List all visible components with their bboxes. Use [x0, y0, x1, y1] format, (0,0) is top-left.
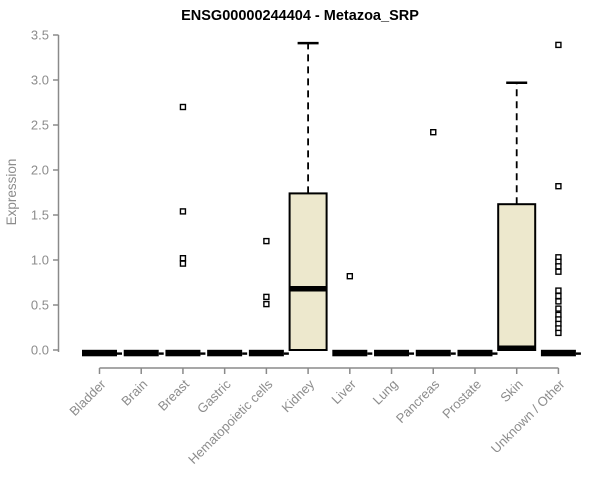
x-tick-label: Lung	[370, 377, 401, 408]
flat-box-nub	[158, 352, 164, 355]
y-tick-label: 1.5	[31, 208, 49, 223]
flat-box	[82, 349, 117, 357]
outlier-point	[555, 182, 562, 190]
y-tick-label: 2.0	[31, 163, 49, 178]
outlier-point	[346, 273, 354, 280]
outlier-point	[263, 237, 270, 245]
flat-box	[415, 349, 451, 357]
flat-box-nub	[367, 352, 373, 355]
x-tick-label: Brain	[118, 377, 150, 409]
y-tick-label: 3.5	[31, 28, 49, 43]
outlier-point	[430, 128, 437, 136]
outlier-point	[555, 287, 562, 294]
flat-box	[540, 349, 576, 357]
x-tick-label: Prostate	[439, 377, 484, 422]
box	[288, 192, 328, 351]
x-tick-label: Skin	[497, 377, 525, 405]
outlier-point	[179, 254, 187, 262]
y-tick-label: 0.5	[31, 298, 49, 313]
x-tick-label: Liver	[328, 376, 359, 407]
outlier-point	[555, 268, 562, 275]
flat-box	[457, 349, 493, 357]
boxes-layer	[82, 41, 581, 357]
y-tick-label: 3.0	[31, 73, 49, 88]
y-tick-label: 2.5	[31, 118, 49, 133]
outlier-point	[179, 103, 187, 111]
x-tick-label: Gastric	[194, 376, 234, 416]
outlier-point	[263, 293, 270, 301]
x-tick-label: Pancreas	[393, 376, 443, 426]
chart-title: ENSG00000244404 - Metazoa_SRP	[181, 8, 419, 24]
flat-box-nub	[409, 352, 415, 355]
outlier-point	[555, 263, 562, 270]
flat-box-nub	[575, 352, 581, 355]
outlier-point	[555, 298, 562, 305]
outlier-point	[555, 41, 562, 49]
outlier-point	[555, 292, 562, 300]
outlier-point	[179, 260, 187, 267]
outlier-point	[179, 208, 187, 215]
flat-box-nub	[242, 352, 248, 355]
flat-box	[332, 349, 368, 357]
outlier-point	[263, 300, 270, 308]
box	[497, 203, 537, 351]
x-tick-label: Bladder	[66, 376, 109, 419]
flat-box-nub	[200, 352, 206, 355]
outlier-point	[555, 329, 562, 337]
flat-box-nub	[450, 352, 456, 355]
y-tick-label: 0.0	[31, 343, 49, 358]
flat-box	[165, 349, 201, 357]
flat-box	[374, 349, 410, 357]
y-axis-title: Expression	[4, 159, 19, 226]
flat-box	[248, 349, 284, 357]
flat-box	[123, 349, 159, 357]
flat-box-nub	[117, 352, 122, 355]
outlier-point	[555, 305, 562, 312]
flat-box-nub	[283, 352, 289, 355]
x-tick-label: Kidney	[279, 376, 318, 415]
x-tick-label: Breast	[155, 376, 192, 413]
x-tick-label: Unknown / Other	[488, 376, 568, 456]
flat-box	[207, 349, 243, 357]
flat-box-nub	[492, 352, 498, 355]
y-tick-label: 1.0	[31, 253, 49, 268]
